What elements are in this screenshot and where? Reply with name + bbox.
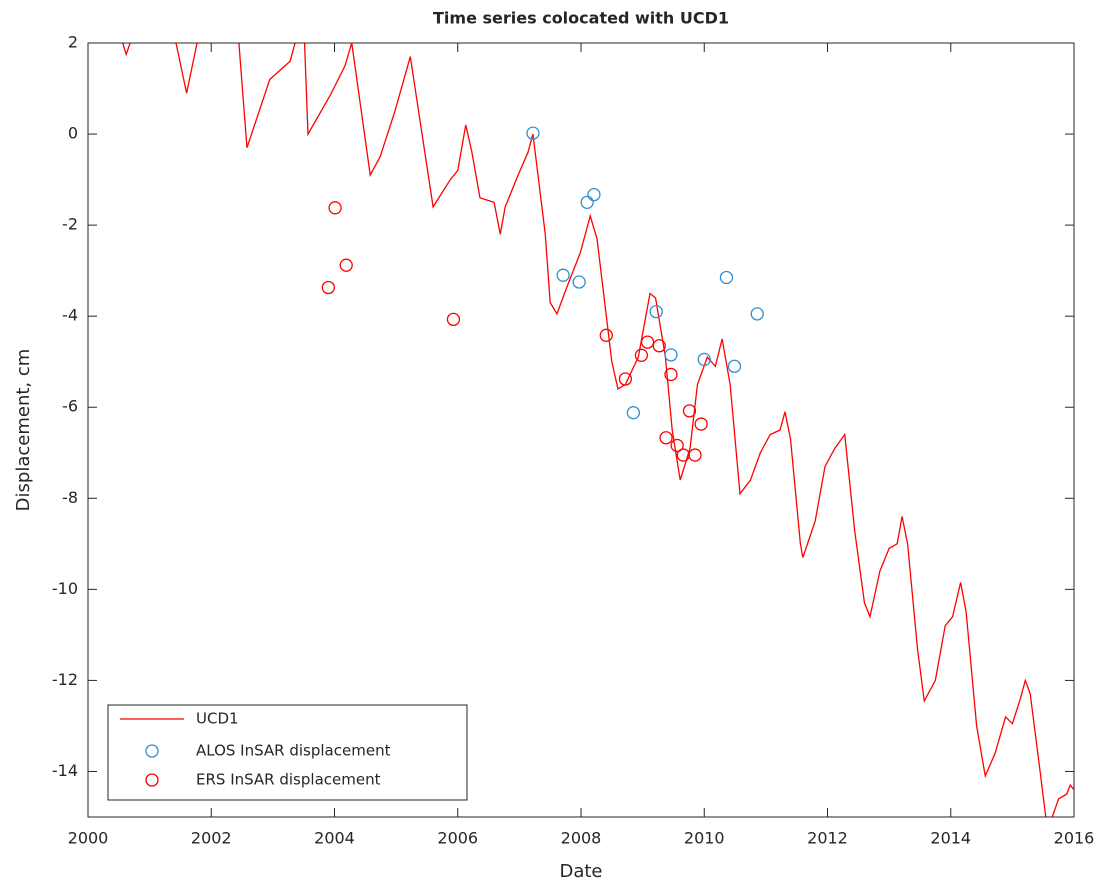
legend-marker bbox=[145, 773, 159, 787]
legend-label: ALOS InSAR displacement bbox=[196, 742, 391, 760]
legend-label: UCD1 bbox=[196, 710, 239, 728]
data-point bbox=[697, 352, 711, 367]
data-point bbox=[694, 417, 708, 431]
data-point bbox=[580, 195, 594, 210]
y-tick-label: 0 bbox=[68, 124, 78, 143]
data-point bbox=[599, 328, 613, 342]
y-tick-label: -8 bbox=[62, 488, 78, 507]
data-point bbox=[572, 275, 586, 289]
data-point bbox=[670, 438, 684, 453]
data-point bbox=[634, 348, 649, 362]
data-point bbox=[719, 270, 734, 285]
data-point bbox=[664, 348, 678, 362]
y-tick-label: -2 bbox=[62, 215, 78, 234]
data-point bbox=[328, 201, 342, 215]
data-point bbox=[339, 258, 353, 272]
data-point bbox=[321, 280, 335, 295]
y-tick-label: -12 bbox=[52, 670, 78, 689]
y-tick-label: 2 bbox=[68, 33, 78, 52]
data-point bbox=[618, 372, 633, 386]
y-tick-label: -14 bbox=[52, 761, 78, 780]
data-point bbox=[556, 268, 570, 282]
data-point bbox=[727, 359, 742, 373]
data-point bbox=[652, 339, 666, 353]
x-axis-label: Date bbox=[559, 861, 602, 882]
data-point bbox=[587, 187, 601, 202]
x-tick-label: 2006 bbox=[437, 829, 478, 848]
legend-label: ERS InSAR displacement bbox=[196, 771, 381, 789]
legend-box bbox=[107, 704, 468, 801]
x-tick-label: 2008 bbox=[561, 829, 602, 848]
legend-marker bbox=[145, 744, 159, 758]
y-tick-label: -10 bbox=[52, 579, 78, 598]
y-tick-label: -4 bbox=[62, 306, 78, 325]
x-tick-label: 2004 bbox=[314, 829, 355, 848]
x-tick-label: 2012 bbox=[807, 829, 848, 848]
data-point bbox=[659, 431, 673, 445]
data-point bbox=[750, 307, 764, 321]
data-point bbox=[640, 335, 655, 349]
data-point bbox=[688, 448, 702, 462]
data-point bbox=[664, 367, 678, 382]
data-point bbox=[682, 404, 697, 418]
plot-area bbox=[122, 43, 1074, 817]
x-tick-label: 2014 bbox=[930, 829, 971, 848]
y-tick-label: -6 bbox=[62, 397, 78, 416]
y-axis-label: Displacement, cm bbox=[13, 349, 34, 512]
x-tick-label: 2016 bbox=[1054, 829, 1095, 848]
x-tick-label: 2010 bbox=[684, 829, 725, 848]
chart-title: Time series colocated with UCD1 bbox=[433, 9, 729, 28]
x-tick-label: 2002 bbox=[191, 829, 232, 848]
x-tick-label: 2000 bbox=[68, 829, 109, 848]
line-series bbox=[122, 43, 1074, 817]
data-point bbox=[649, 304, 663, 319]
data-point bbox=[626, 406, 641, 420]
data-point bbox=[446, 312, 461, 327]
data-point bbox=[526, 126, 540, 140]
